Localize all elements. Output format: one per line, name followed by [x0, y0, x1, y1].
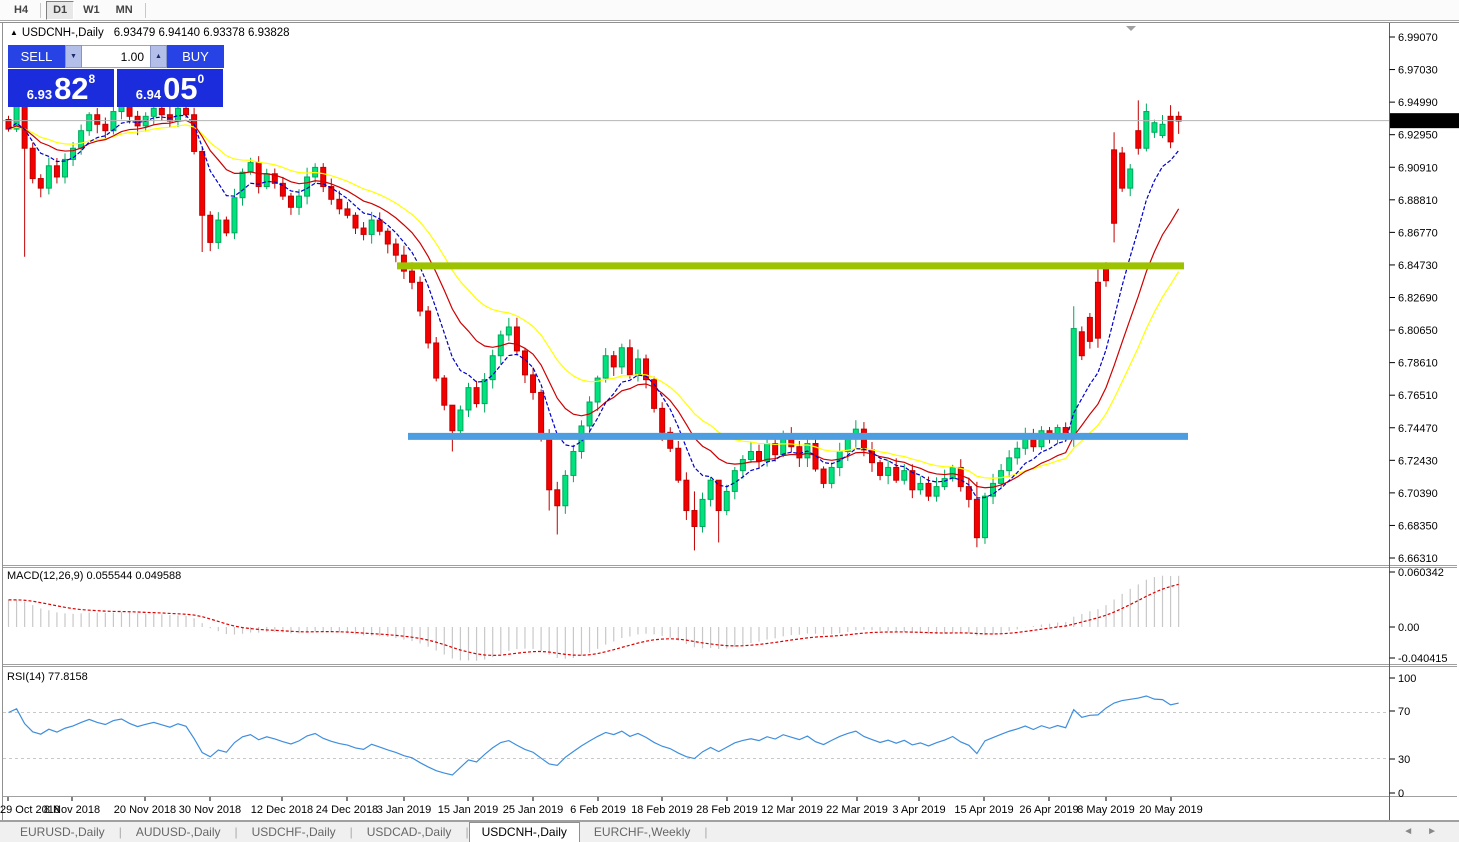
svg-text:3 Apr 2019: 3 Apr 2019 [892, 804, 945, 816]
timeframe-button-h4[interactable]: H4 [14, 3, 29, 16]
svg-text:22 Mar 2019: 22 Mar 2019 [826, 804, 888, 816]
tab-separator: | [704, 825, 708, 839]
chart-tab-usdcad-daily[interactable]: USDCAD-,Daily [366, 825, 452, 839]
svg-text:6.97030: 6.97030 [1398, 65, 1438, 77]
volume-increase-button[interactable]: ▲ [150, 45, 167, 68]
svg-text:6.80650: 6.80650 [1398, 325, 1438, 337]
ohlc-values: 6.93479 6.94140 6.93378 6.93828 [113, 27, 290, 39]
svg-text:8 May 2019: 8 May 2019 [1077, 804, 1134, 816]
svg-text:6.99070: 6.99070 [1398, 32, 1438, 44]
sell-button[interactable]: SELL [8, 45, 65, 68]
one-click-trading-panel: SELL ▼ ▲ BUY 6.93 82 8 6.94 05 0 [8, 45, 224, 107]
svg-text:15 Jan 2019: 15 Jan 2019 [438, 804, 499, 816]
svg-text:15 Apr 2019: 15 Apr 2019 [954, 804, 1013, 816]
svg-text:0.00: 0.00 [1398, 622, 1419, 634]
volume-input[interactable] [82, 45, 150, 68]
symbol-name: USDCNH-,Daily [21, 27, 104, 39]
svg-text:6.86770: 6.86770 [1398, 227, 1438, 239]
buy-button[interactable]: BUY [167, 45, 224, 68]
svg-text:6.90910: 6.90910 [1398, 162, 1438, 174]
timeframe-toolbar: H4 D1 W1 MN [0, 0, 1459, 21]
sell-price-panel[interactable]: 6.93 82 8 [8, 69, 114, 107]
svg-text:30: 30 [1398, 754, 1410, 766]
tab-scroll-arrows: ◄► [1403, 826, 1451, 837]
svg-text:6.82690: 6.82690 [1398, 293, 1438, 305]
timeframe-button-mn[interactable]: MN [115, 3, 133, 16]
svg-text:12 Dec 2018: 12 Dec 2018 [251, 804, 313, 816]
svg-text:70: 70 [1398, 706, 1410, 718]
svg-text:6.66310: 6.66310 [1398, 553, 1438, 565]
svg-text:6.93828: 6.93828 [1398, 116, 1438, 128]
svg-text:6.94990: 6.94990 [1398, 97, 1438, 109]
svg-text:6.92950: 6.92950 [1398, 130, 1438, 142]
svg-text:6.74470: 6.74470 [1398, 423, 1438, 435]
svg-text:20 May 2019: 20 May 2019 [1139, 804, 1203, 816]
svg-text:8 Nov 2018: 8 Nov 2018 [44, 804, 100, 816]
volume-decrease-button[interactable]: ▼ [65, 45, 82, 68]
svg-text:25 Jan 2019: 25 Jan 2019 [503, 804, 564, 816]
svg-text:26 Apr 2019: 26 Apr 2019 [1019, 804, 1078, 816]
svg-text:6.70390: 6.70390 [1398, 488, 1438, 500]
tab-separator: | [118, 825, 122, 839]
chart-tab-audusd-daily[interactable]: AUDUSD-,Daily [135, 825, 221, 839]
toolbar-separator [144, 2, 146, 18]
svg-text:6 Feb 2019: 6 Feb 2019 [570, 804, 626, 816]
chart-tab-bar: EURUSD-,Daily | AUDUSD-,Daily | USDCHF-,Dail… [0, 821, 1459, 842]
tab-scroll-right-icon[interactable]: ► [1427, 826, 1451, 837]
svg-text:6.76510: 6.76510 [1398, 390, 1438, 402]
chart-tab-eurchf-weekly[interactable]: EURCHF-,Weekly [593, 825, 691, 839]
symbol-arrow-icon: ▲ [10, 28, 18, 37]
tab-scroll-left-icon[interactable]: ◄ [1403, 826, 1428, 837]
buy-price-prefix: 6.94 [135, 87, 162, 102]
svg-text:6.84730: 6.84730 [1398, 260, 1438, 272]
toolbar-separator [40, 2, 42, 18]
timeframe-button-w1[interactable]: W1 [83, 3, 100, 16]
svg-text:6.78610: 6.78610 [1398, 358, 1438, 370]
svg-text:-0.040415: -0.040415 [1398, 653, 1448, 665]
chart-tab-usdcnh-daily[interactable]: USDCNH-,Daily [468, 821, 580, 842]
svg-text:6.88810: 6.88810 [1398, 195, 1438, 207]
svg-text:0.060342: 0.060342 [1398, 567, 1444, 579]
rsi-label: RSI(14) 77.8158 [7, 671, 88, 683]
chart-tab-eurusd-daily[interactable]: EURUSD-,Daily [20, 825, 105, 839]
buy-price-panel[interactable]: 6.94 05 0 [117, 69, 223, 107]
svg-text:3 Jan 2019: 3 Jan 2019 [377, 804, 431, 816]
sell-price-big: 82 [54, 71, 89, 106]
svg-text:30 Nov 2018: 30 Nov 2018 [179, 804, 241, 816]
svg-text:18 Feb 2019: 18 Feb 2019 [631, 804, 693, 816]
tab-separator: | [349, 825, 353, 839]
svg-text:0: 0 [1398, 788, 1404, 800]
svg-text:12 Mar 2019: 12 Mar 2019 [761, 804, 823, 816]
timeframe-button-d1[interactable]: D1 [46, 0, 75, 20]
buy-price-sup: 0 [197, 72, 205, 86]
svg-text:28 Feb 2019: 28 Feb 2019 [696, 804, 758, 816]
svg-text:29 Oct 2018: 29 Oct 2018 [0, 804, 60, 816]
tab-separator: | [465, 825, 469, 839]
buy-price-big: 05 [163, 71, 198, 106]
chart-title: ▲ USDCNH-,Daily 6.93479 6.94140 6.93378 6.… [10, 27, 290, 39]
chart-tab-usdchf-daily[interactable]: USDCHF-,Daily [251, 825, 336, 839]
sell-price-prefix: 6.93 [26, 87, 53, 102]
macd-label: MACD(12,26,9) 0.055544 0.049588 [7, 570, 182, 582]
svg-text:24 Dec 2018: 24 Dec 2018 [316, 804, 378, 816]
svg-text:6.72430: 6.72430 [1398, 455, 1438, 467]
svg-text:6.68350: 6.68350 [1398, 520, 1438, 532]
svg-text:100: 100 [1398, 673, 1416, 685]
svg-text:20 Nov 2018: 20 Nov 2018 [114, 804, 176, 816]
sell-price-sup: 8 [88, 72, 96, 86]
tab-separator: | [234, 825, 238, 839]
